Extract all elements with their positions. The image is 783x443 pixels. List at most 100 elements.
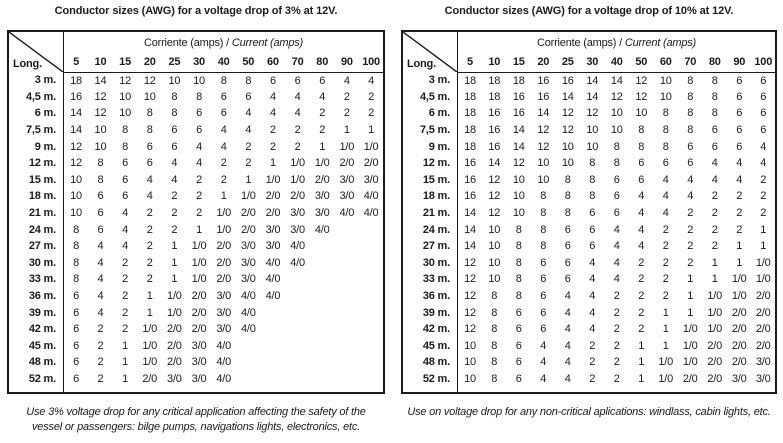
row-label: 4,5 m.	[402, 88, 458, 106]
amp-column-header: 80	[702, 53, 727, 73]
table-cell: 1/0	[167, 306, 182, 319]
amp-column-header: 10	[482, 53, 507, 73]
table-cell: 8	[171, 90, 178, 103]
table-cell: 2/0	[216, 256, 232, 269]
table-cell: 1	[711, 273, 718, 286]
table-cell: 6	[122, 173, 129, 186]
table-cell	[285, 304, 310, 321]
table-cell: 16	[488, 140, 501, 153]
table-cell	[335, 321, 360, 338]
table-cell: 6	[687, 140, 694, 153]
row-label: 52 m.	[8, 370, 64, 388]
table-row: 7,5 m. 18 16 14 12 12 10 10 8 8 8 6 6 6	[402, 121, 776, 139]
table-cell: 4	[736, 157, 743, 170]
table-cell: 8	[515, 256, 522, 269]
table-cell: 4/0	[216, 339, 232, 352]
table-cell	[285, 271, 310, 288]
length-column-label: Long.	[407, 58, 436, 70]
table-cell: 2/0	[707, 372, 723, 385]
table-cell: 3/0	[363, 173, 379, 186]
table-cell	[335, 354, 360, 371]
table-cell: 10	[488, 240, 501, 253]
table-cell: 10	[464, 339, 476, 352]
table-cell: 6	[171, 124, 178, 137]
table-cell: 6	[73, 372, 80, 385]
table-cell: 2	[589, 339, 596, 352]
table-cell: 6	[171, 140, 178, 153]
table-cell: 6	[687, 157, 694, 170]
table-cell: 4	[196, 140, 202, 153]
table-cell: 6	[540, 256, 547, 269]
table-cell: 1	[146, 306, 153, 319]
table-cell: 1	[662, 306, 669, 319]
table-cell: 2	[687, 256, 694, 269]
table-cell: 1	[662, 339, 669, 352]
table-cell: 16	[512, 90, 525, 103]
table-cell: 2	[146, 240, 153, 253]
table-row: 6 m. 18 16 16 14 12 12 10 10 8 8 8 6 6	[402, 105, 776, 122]
table-cell: 4/0	[240, 323, 256, 336]
table-cell: 8	[491, 339, 498, 352]
row-label: 7,5 m.	[8, 121, 64, 139]
table-cell: 4/0	[314, 223, 330, 236]
table-cell: 6	[613, 207, 620, 220]
table-cell	[236, 371, 261, 388]
table-cell: 18	[488, 74, 501, 87]
table-cell: 2	[613, 339, 620, 352]
table-row: 45 m. 6 2 1 1/0 2/0 3/0 4/0	[8, 337, 384, 355]
table-cell: 1	[638, 356, 645, 369]
table-row: 18 m. 10 6 6 4 2 2 1 1/0 2/0 2/0 3/0 3/0 4/0	[8, 188, 384, 205]
table-cell: 14	[586, 90, 599, 103]
table-cell: 8	[711, 74, 718, 87]
current-header-en: Current (amps)	[624, 36, 697, 49]
table-cell: 12	[635, 74, 648, 87]
table-cell: 18	[464, 124, 476, 137]
table-cell: 6	[73, 290, 80, 303]
table-cell: 8	[122, 124, 129, 137]
table-cell: 2	[319, 107, 326, 120]
table-cell: 8	[146, 124, 153, 137]
table-cell	[285, 371, 310, 388]
table-cell: 1	[319, 140, 326, 153]
table-cell: 3/0	[290, 207, 305, 220]
table-cell: 4	[613, 223, 620, 236]
diagonal-line-icon	[9, 32, 63, 72]
row-label: 39 m.	[402, 304, 458, 321]
table-cell: 6	[245, 90, 252, 103]
table-cell	[236, 338, 261, 355]
amp-column-header: 70	[678, 53, 703, 73]
table-row: 42 m. 6 2 2 1/0 2/0 2/0 3/0 4/0	[8, 320, 384, 338]
table-cell: 10	[537, 157, 550, 170]
row-label: 33 m.	[8, 271, 64, 288]
table-cell: 2	[245, 157, 252, 170]
table-row: 33 m. 12 10 8 6 6 4 4 2 2 1 1 1/0 1/0	[402, 271, 776, 288]
table-cell: 6	[196, 124, 202, 137]
table-cell: 8	[491, 372, 498, 385]
spacer-cell	[458, 387, 777, 393]
amp-column-header: 25	[162, 53, 187, 73]
amp-column-header: 5	[457, 53, 482, 73]
table-cell: 2/0	[755, 306, 771, 319]
table-cell: 3/0	[191, 372, 207, 385]
table-cell: 2	[171, 190, 178, 203]
table-cell: 8	[662, 124, 669, 137]
table-cell: 12	[464, 306, 476, 319]
table-cell: 2/0	[167, 356, 182, 369]
table-cell: 10	[488, 273, 501, 286]
table-cell: 1/0	[167, 290, 182, 303]
table-cell: 16	[70, 90, 82, 103]
table-cell: 4	[760, 140, 767, 153]
table-cell: 18	[512, 74, 525, 87]
table-cell: 8	[515, 240, 522, 253]
table-cell: 3/0	[290, 223, 305, 236]
table-cell: 4/0	[265, 290, 281, 303]
table-cell: 1/0	[682, 323, 698, 336]
corner-cell: Long.	[8, 31, 64, 72]
table-cell: 2	[638, 323, 645, 336]
table-cell	[310, 338, 335, 355]
table-cell: 2	[711, 207, 718, 220]
amp-column-header: 60	[260, 53, 286, 73]
table-cell: 8	[491, 356, 498, 369]
table-cell: 1/0	[142, 323, 158, 336]
table-cell: 1/0	[265, 173, 281, 186]
